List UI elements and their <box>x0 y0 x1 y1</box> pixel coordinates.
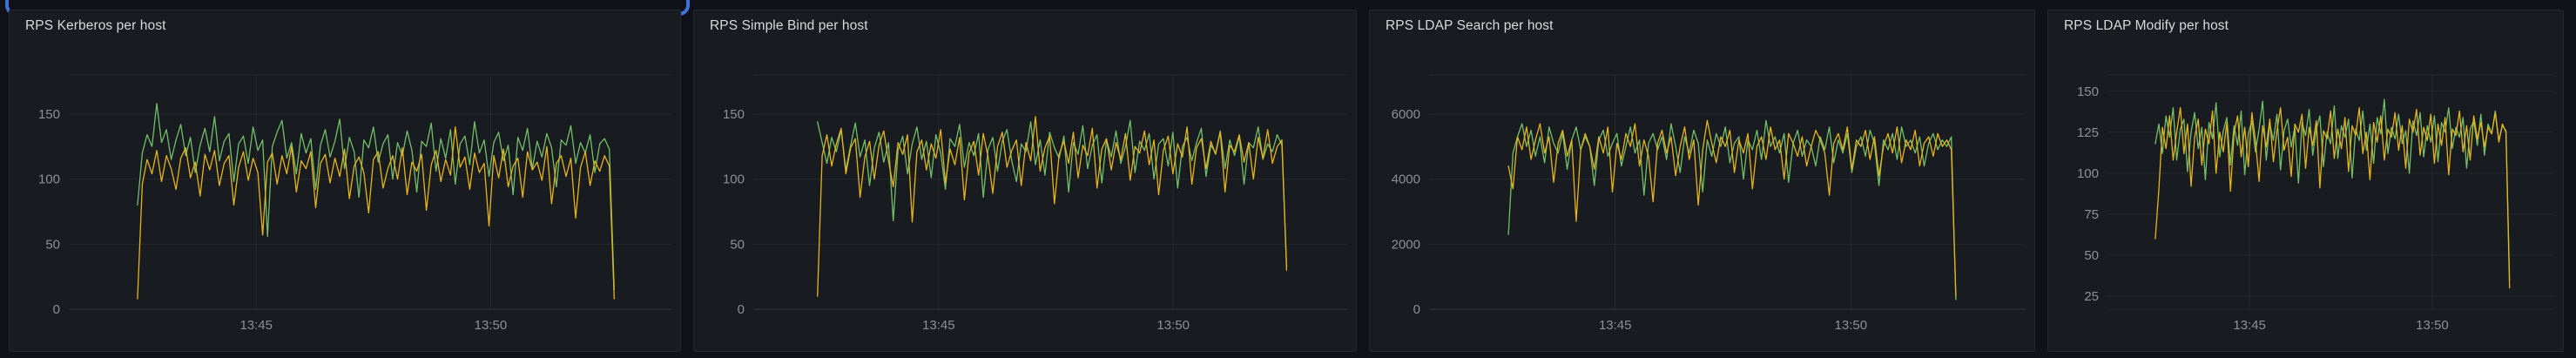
svg-text:4000: 4000 <box>1392 172 1420 187</box>
panel-title-ldap-modify[interactable]: RPS LDAP Modify per host <box>2064 18 2229 33</box>
svg-text:0: 0 <box>738 302 745 317</box>
chart-canvas-ldap-search[interactable]: 0 2000 4000 6000 13:45 13:50 <box>1370 10 2034 351</box>
svg-text:75: 75 <box>2084 207 2099 222</box>
panel-rps-kerberos: 0 50 100 150 13:45 13:50 RPS Kerberos per hos… <box>9 10 681 352</box>
chart-canvas-simple-bind[interactable]: 0 50 100 150 13:45 13:50 <box>694 10 1356 351</box>
chart-canvas-kerberos[interactable]: 0 50 100 150 13:45 13:50 <box>10 10 680 351</box>
svg-text:13:50: 13:50 <box>1157 318 1190 333</box>
svg-text:50: 50 <box>2084 248 2099 263</box>
svg-text:150: 150 <box>2077 84 2099 99</box>
chart-canvas-ldap-modify[interactable]: 25 50 75 100 125 150 13:45 13:50 <box>2048 10 2563 351</box>
svg-text:13:50: 13:50 <box>2416 318 2449 333</box>
panel-rps-ldap-search: 0 2000 4000 6000 13:45 13:50 RPS LDAP Search … <box>1369 10 2035 352</box>
svg-text:13:45: 13:45 <box>1599 318 1632 333</box>
svg-text:50: 50 <box>730 237 745 252</box>
svg-text:0: 0 <box>1413 302 1420 317</box>
svg-text:50: 50 <box>45 237 60 252</box>
svg-text:13:45: 13:45 <box>2233 318 2266 333</box>
svg-text:0: 0 <box>53 302 60 317</box>
svg-text:100: 100 <box>38 172 60 187</box>
panel-rps-ldap-modify: 25 50 75 100 125 150 13:45 13:50 RPS LDAP Modif… <box>2047 10 2564 352</box>
svg-text:100: 100 <box>723 172 745 187</box>
panel-title-kerberos[interactable]: RPS Kerberos per host <box>25 18 166 33</box>
svg-text:150: 150 <box>723 107 745 122</box>
svg-text:2000: 2000 <box>1392 237 1420 252</box>
svg-text:100: 100 <box>2077 166 2099 181</box>
panel-title-simple-bind[interactable]: RPS Simple Bind per host <box>710 18 868 33</box>
svg-text:13:45: 13:45 <box>239 318 273 333</box>
panel-title-ldap-search[interactable]: RPS LDAP Search per host <box>1386 18 1554 33</box>
svg-text:13:50: 13:50 <box>475 318 508 333</box>
svg-text:6000: 6000 <box>1392 107 1420 122</box>
svg-text:125: 125 <box>2077 125 2099 140</box>
svg-text:150: 150 <box>38 107 60 122</box>
svg-text:25: 25 <box>2084 289 2099 304</box>
svg-text:13:45: 13:45 <box>922 318 955 333</box>
panel-rps-simple-bind: 0 50 100 150 13:45 13:50 RPS Simple Bind per … <box>693 10 1357 352</box>
svg-text:13:50: 13:50 <box>1835 318 1868 333</box>
